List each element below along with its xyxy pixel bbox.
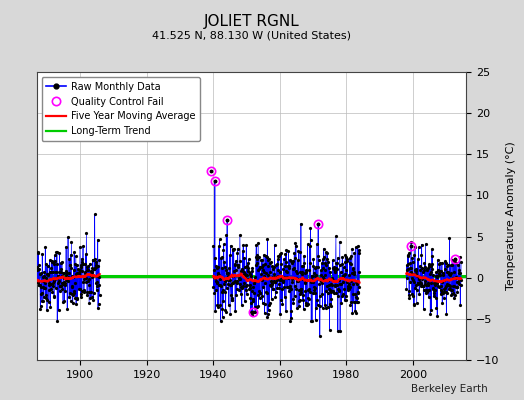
Y-axis label: Temperature Anomaly (°C): Temperature Anomaly (°C) xyxy=(506,142,516,290)
Text: JOLIET RGNL: JOLIET RGNL xyxy=(204,14,299,29)
Text: 41.525 N, 88.130 W (United States): 41.525 N, 88.130 W (United States) xyxy=(152,30,351,40)
Text: Berkeley Earth: Berkeley Earth xyxy=(411,384,487,394)
Legend: Raw Monthly Data, Quality Control Fail, Five Year Moving Average, Long-Term Tren: Raw Monthly Data, Quality Control Fail, … xyxy=(41,77,200,141)
